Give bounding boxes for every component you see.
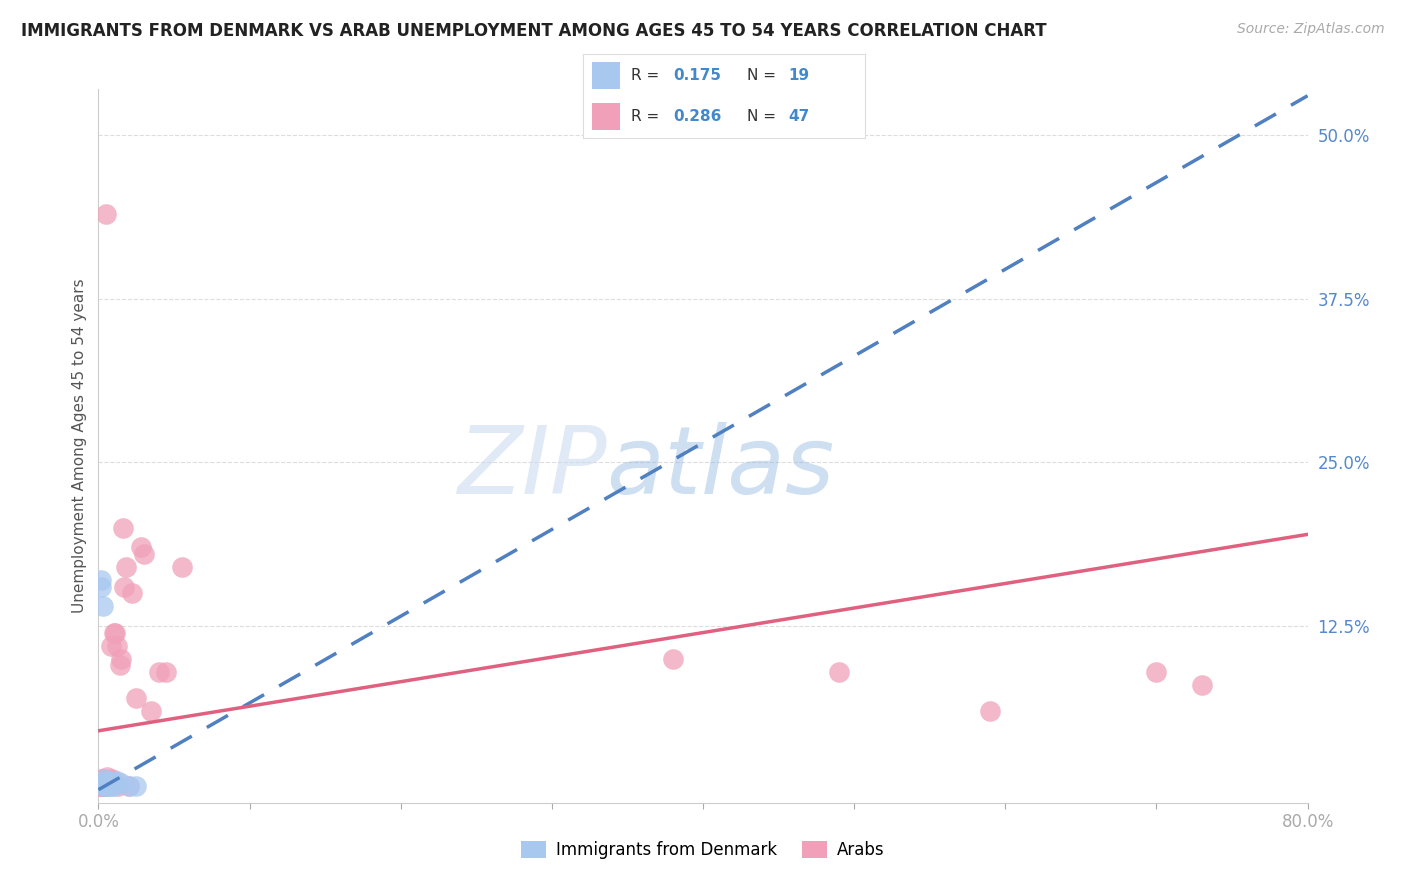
Point [89, 776, 111, 790]
Point [111, 521, 134, 535]
Point [93, 772, 115, 787]
Point [828, 665, 851, 679]
Point [132, 547, 155, 561]
Point [108, 658, 131, 673]
Point [93, 779, 115, 793]
FancyBboxPatch shape [592, 103, 620, 130]
Point [101, 779, 124, 793]
Text: ZIP: ZIP [457, 422, 606, 513]
FancyBboxPatch shape [592, 62, 620, 89]
Point [91, 772, 114, 787]
Point [90, 580, 112, 594]
Point [98, 776, 121, 790]
Point [110, 652, 132, 666]
Point [96, 779, 118, 793]
Text: Source: ZipAtlas.com: Source: ZipAtlas.com [1237, 22, 1385, 37]
Y-axis label: Unemployment Among Ages 45 to 54 years: Unemployment Among Ages 45 to 54 years [72, 278, 87, 614]
Point [103, 625, 125, 640]
Point [103, 779, 125, 793]
Text: IMMIGRANTS FROM DENMARK VS ARAB UNEMPLOYMENT AMONG AGES 45 TO 54 YEARS CORRELATI: IMMIGRANTS FROM DENMARK VS ARAB UNEMPLOY… [21, 22, 1046, 40]
Text: R =: R = [631, 109, 665, 124]
Point [107, 779, 129, 793]
Point [91, 776, 114, 790]
Point [155, 665, 177, 679]
Point [105, 773, 128, 788]
Point [94, 776, 117, 790]
Point [100, 639, 122, 653]
Point [114, 560, 136, 574]
Point [103, 776, 125, 790]
Point [93, 779, 115, 793]
Point [89, 779, 111, 793]
Point [661, 652, 683, 666]
Point [148, 665, 170, 679]
Point [96, 770, 118, 784]
Text: atlas: atlas [606, 422, 835, 513]
Point [170, 560, 193, 574]
Text: N =: N = [747, 68, 780, 83]
Point [141, 704, 163, 718]
Point [94, 206, 117, 220]
Legend: Immigrants from Denmark, Arabs: Immigrants from Denmark, Arabs [515, 834, 891, 866]
Point [118, 779, 141, 793]
Point [100, 776, 122, 790]
Point [101, 772, 124, 787]
Point [93, 776, 115, 790]
Point [94, 779, 117, 793]
Text: 47: 47 [789, 109, 810, 124]
Text: R =: R = [631, 68, 665, 83]
Point [1191, 678, 1213, 692]
Text: 0.175: 0.175 [673, 68, 721, 83]
Point [100, 776, 122, 790]
Text: 0.286: 0.286 [673, 109, 721, 124]
Point [101, 776, 124, 790]
Point [121, 586, 143, 600]
Point [110, 776, 132, 790]
Point [91, 779, 114, 793]
Point [125, 779, 148, 793]
Text: N =: N = [747, 109, 780, 124]
Point [89, 776, 111, 790]
Point [94, 779, 117, 793]
Point [96, 776, 118, 790]
Point [90, 779, 112, 793]
Point [112, 580, 135, 594]
Point [1144, 665, 1167, 679]
Point [129, 541, 152, 555]
Point [104, 625, 127, 640]
Point [118, 779, 141, 793]
Point [125, 691, 148, 706]
Point [91, 779, 114, 793]
Point [90, 776, 112, 790]
Point [94, 776, 117, 790]
Text: 19: 19 [789, 68, 810, 83]
Point [98, 773, 121, 788]
Point [91, 599, 114, 614]
Point [91, 776, 114, 790]
Point [979, 704, 1001, 718]
Point [105, 639, 128, 653]
Point [96, 776, 118, 790]
Point [93, 779, 115, 793]
Point [90, 772, 112, 787]
Point [90, 573, 112, 587]
Point [98, 779, 121, 793]
